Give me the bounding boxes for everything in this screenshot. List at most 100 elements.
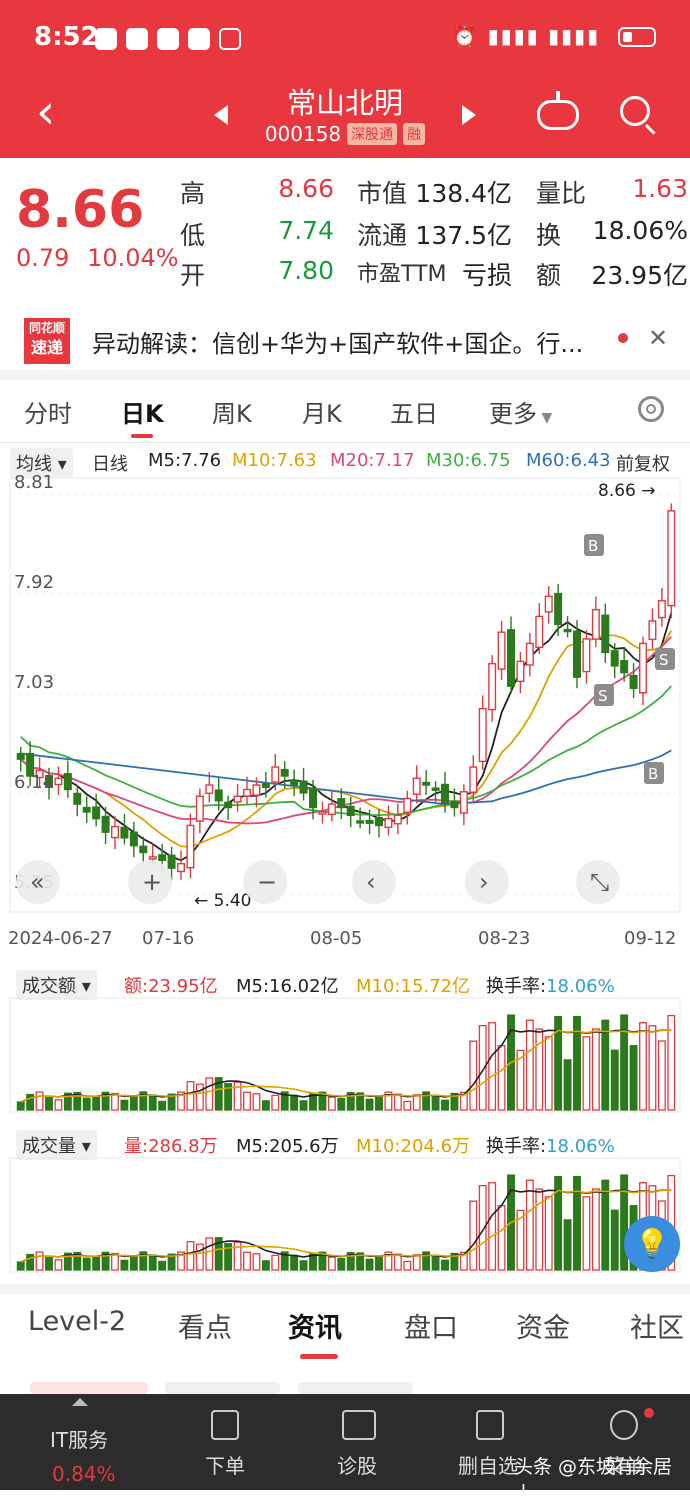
back-icon[interactable]: ‹ (36, 84, 56, 140)
candle-body (610, 650, 619, 667)
next-stock-icon[interactable] (462, 105, 476, 125)
candle-body (280, 768, 289, 777)
volume-bar (346, 1252, 355, 1271)
candle-body (497, 631, 506, 670)
candle-body (412, 777, 421, 795)
remove-watchlist-icon[interactable] (476, 1410, 504, 1440)
candle-body (120, 826, 129, 839)
volume-ratio-value: 1.63 (632, 174, 688, 203)
volume-bar (384, 1251, 393, 1271)
volume-bar (327, 1256, 336, 1271)
volume-bar-chart (9, 1157, 681, 1273)
candle-body (63, 773, 72, 791)
order-button[interactable]: 下单 (205, 1454, 245, 1478)
volume-bar (195, 1243, 204, 1271)
float-value: 137.5亿 (415, 221, 512, 250)
ma-line (20, 749, 672, 806)
search-icon[interactable] (620, 96, 650, 126)
candle-body (318, 811, 327, 815)
volume-bar (375, 1095, 383, 1111)
candle-body (224, 801, 233, 809)
volume-bar (309, 1253, 317, 1271)
shenzhen-connect-tag: 深股通 (347, 123, 398, 145)
volume-bar (290, 1094, 299, 1111)
diagnose-icon[interactable] (342, 1410, 376, 1440)
tab-level2[interactable]: Level-2 (28, 1306, 127, 1337)
candle-body (214, 789, 223, 802)
amount-dropdown[interactable]: 成交额 ▾ (16, 970, 97, 1000)
tab-more[interactable]: 更多 ▼ (489, 400, 553, 428)
change-percent: 10.04% (87, 244, 179, 272)
menu-icon[interactable] (610, 1410, 638, 1440)
remove-watchlist-button[interactable]: 删自选 (458, 1454, 518, 1478)
turnover-value: 18.06% (592, 216, 688, 245)
tab-news[interactable]: 资讯 (288, 1313, 342, 1344)
candle-body (101, 815, 110, 833)
candle-body (620, 660, 629, 674)
volume-bar (82, 1097, 91, 1111)
settings-icon[interactable] (638, 396, 664, 422)
volume-bar (563, 1219, 572, 1271)
candle-body (110, 825, 119, 839)
volume-bar (450, 1092, 459, 1111)
volume-bar (35, 1091, 44, 1111)
candle-body (516, 660, 525, 683)
order-icon[interactable] (211, 1410, 239, 1440)
volume-bar (167, 1093, 176, 1111)
tab-funds[interactable]: 资金 (516, 1313, 570, 1344)
volume-bar (280, 1091, 289, 1111)
placeholder-block (30, 1382, 148, 1394)
candle-body (393, 814, 402, 825)
amount-label: 额 (536, 261, 562, 290)
chart-grid (9, 477, 681, 913)
volume-dropdown[interactable]: 成交量 ▾ (16, 1130, 97, 1160)
y-tick-label: 7.92 (14, 572, 54, 593)
volume-bar (92, 1097, 101, 1111)
tab-highlights[interactable]: 看点 (178, 1313, 232, 1344)
candle-body (139, 845, 148, 854)
ma-dropdown[interactable]: 均线 ▾ (10, 448, 73, 478)
candle-body (129, 831, 138, 847)
volume-bar (261, 1260, 270, 1271)
y-tick-label: 8.81 (14, 474, 54, 493)
sector-name[interactable]: IT服务 (50, 1428, 109, 1452)
volume-bar (365, 1258, 374, 1271)
stock-title: 常山北明 (286, 86, 403, 120)
volume-bar (601, 1179, 610, 1271)
close-icon[interactable]: ✕ (648, 324, 669, 352)
volume-bar (129, 1095, 138, 1111)
expand-icon[interactable] (72, 1398, 88, 1406)
ma20-value: M20:7.17 (330, 450, 415, 471)
ma-line (20, 685, 672, 817)
volume-bar (82, 1257, 91, 1271)
candle-body (92, 806, 101, 820)
news-banner[interactable]: 同花顺 速递 异动解读：信创+华为+国产软件+国企。行... (0, 300, 690, 380)
volume-bar (610, 1049, 619, 1111)
volume-bar (186, 1081, 195, 1111)
tab-order-book[interactable]: 盘口 (404, 1313, 458, 1344)
tab-community[interactable]: 社区 (630, 1313, 684, 1344)
current-price: 8.66 (16, 180, 145, 240)
tab-intraday[interactable]: 分时 (24, 400, 72, 428)
volume-bar (375, 1255, 383, 1271)
open-label: 开 (180, 261, 206, 290)
diagnose-button[interactable]: 诊股 (337, 1454, 377, 1478)
candle-body (431, 787, 440, 791)
lightbulb-icon[interactable]: 💡 (624, 1216, 680, 1272)
tab-daily-k[interactable]: 日K (121, 400, 164, 428)
candle-body (242, 788, 251, 797)
prev-stock-icon[interactable] (214, 105, 228, 125)
tab-weekly-k[interactable]: 周K (212, 400, 252, 428)
volume-ratio-label: 量比 (536, 179, 587, 208)
adjust-mode[interactable]: 前复权 (616, 454, 670, 475)
candle-body (290, 779, 299, 786)
news-text: 异动解读：信创+华为+国产软件+国企。行... (92, 330, 584, 358)
robot-assistant-icon[interactable] (537, 91, 579, 130)
signal-label: B (588, 537, 598, 555)
candle-body (422, 781, 431, 786)
volume-bar (271, 1254, 280, 1271)
menu-button[interactable]: 菜单 (604, 1454, 644, 1478)
tab-five-day[interactable]: 五日 (390, 400, 438, 428)
tab-monthly-k[interactable]: 月K (302, 400, 342, 428)
candlestick-chart[interactable]: 8.817.927.036.145.25 2024-06-2707-1608-0… (0, 474, 690, 954)
